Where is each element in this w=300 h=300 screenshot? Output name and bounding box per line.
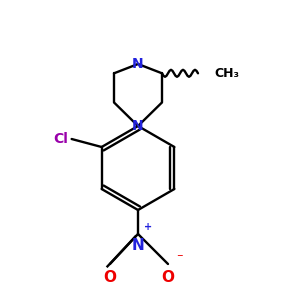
Text: Cl: Cl — [53, 132, 68, 146]
Text: O: O — [161, 270, 175, 285]
Text: ⁻: ⁻ — [176, 252, 183, 265]
Text: N: N — [132, 119, 144, 133]
Text: CH₃: CH₃ — [214, 67, 239, 80]
Text: O: O — [103, 270, 116, 285]
Text: +: + — [144, 222, 152, 232]
Text: N: N — [132, 238, 144, 253]
Text: N: N — [132, 57, 144, 71]
